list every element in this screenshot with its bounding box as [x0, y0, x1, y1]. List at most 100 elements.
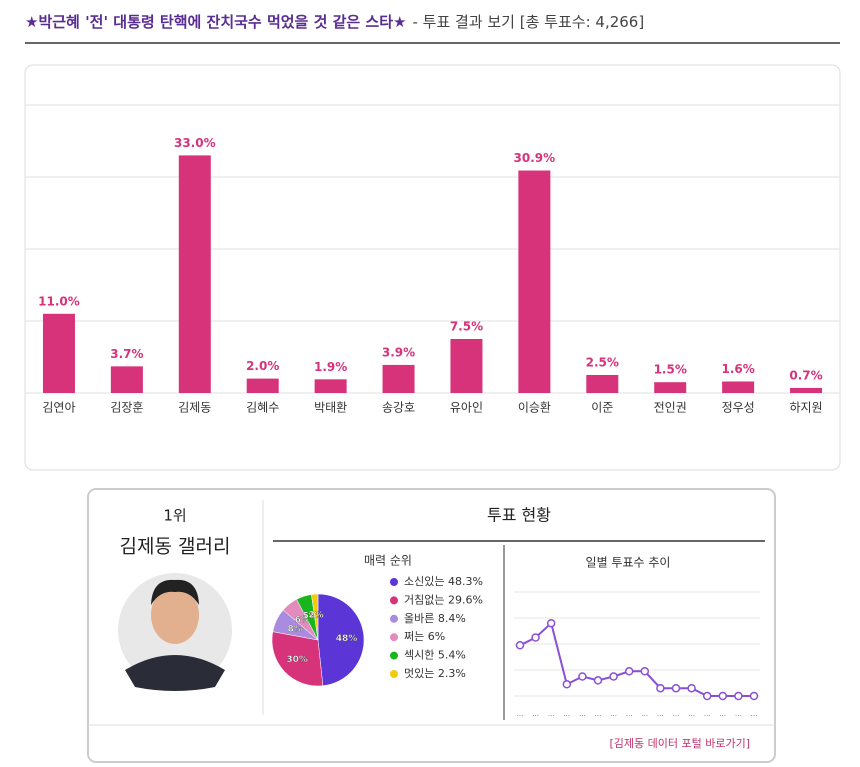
- slice-label: 2%: [309, 610, 324, 620]
- legend-label: 섹시한 5.4%: [404, 649, 466, 662]
- bar: [110, 366, 143, 393]
- value-label: 1.6%: [721, 362, 754, 376]
- slice-label: 5%: [303, 611, 318, 621]
- gallery-name[interactable]: 김제동 갤러리: [120, 536, 231, 558]
- x-tick-label: 김장훈: [110, 401, 143, 415]
- bar: [42, 313, 75, 393]
- line: [519, 621, 754, 697]
- legend-dot: [390, 633, 398, 642]
- x-tick-label: ...: [579, 710, 586, 718]
- point: [562, 680, 572, 689]
- bar: [246, 378, 279, 393]
- x-tick-label: 김연아: [42, 401, 75, 415]
- x-tick-label: ...: [517, 710, 524, 718]
- header: ★박근혜 '전' 대통령 탄핵에 잔치국수 먹었을 것 같은 스타★ - 투표 결…: [25, 13, 644, 31]
- x-tick-label: 박태환: [314, 401, 347, 415]
- x-tick-label: ...: [735, 710, 742, 718]
- value-label: 11.0%: [38, 294, 80, 308]
- x-tick-label: ...: [610, 710, 617, 718]
- slice-label: 8%: [288, 625, 303, 635]
- x-tick-label: 유아인: [450, 401, 483, 415]
- value-label: 2.5%: [586, 356, 619, 370]
- gallery-panel: [87, 488, 776, 763]
- bar: [654, 382, 687, 393]
- legend-dot: [390, 578, 398, 586]
- legend-label: 멋있는 2.3%: [404, 667, 466, 680]
- x-tick-label: ...: [657, 710, 664, 718]
- x-tick-label: ...: [563, 710, 570, 718]
- portal-link[interactable]: [김제동 데이터 포털 바로가기]: [609, 737, 750, 750]
- x-tick-label: ...: [641, 710, 648, 718]
- slice-label: 48%: [336, 634, 358, 644]
- pie-slice: [271, 631, 324, 687]
- point: [624, 667, 634, 676]
- point: [546, 618, 556, 628]
- x-tick-label: ...: [719, 710, 726, 718]
- legend-label: 쩌는 6%: [404, 630, 445, 643]
- legend-dot: [390, 596, 398, 605]
- header-subtitle: - 투표 결과 보기 [총 투표수: 4,266]: [412, 13, 644, 31]
- point: [656, 683, 665, 693]
- bar: [518, 170, 551, 393]
- x-tick-label: 이준: [591, 401, 613, 415]
- point: [734, 691, 743, 701]
- point: [593, 676, 603, 685]
- x-tick-label: ...: [688, 710, 695, 718]
- bar: [382, 364, 415, 393]
- bar: [314, 379, 347, 393]
- value-label: 3.7%: [110, 347, 143, 361]
- x-tick-label: 김제동: [178, 401, 211, 415]
- x-tick-label: 이승환: [518, 401, 551, 415]
- x-tick-label: ...: [626, 710, 633, 718]
- point: [687, 683, 696, 693]
- x-tick-label: ...: [751, 710, 758, 718]
- legend-dot: [390, 614, 398, 623]
- value-label: 1.5%: [654, 363, 687, 377]
- point: [749, 691, 759, 701]
- value-label: 3.9%: [382, 345, 415, 359]
- legend-dot: [390, 670, 398, 678]
- bar: [722, 381, 755, 393]
- value-label: 1.9%: [314, 360, 347, 374]
- rank: 1위: [163, 507, 186, 525]
- bar-panel: [24, 64, 841, 471]
- photo[interactable]: [118, 573, 232, 691]
- bar: [450, 339, 483, 393]
- legend-label: 거침없는 29.6%: [404, 593, 483, 606]
- x-tick-label: 송강호: [382, 401, 415, 415]
- slice-label: 30%: [286, 655, 308, 665]
- point: [578, 672, 587, 681]
- x-tick-label: ...: [704, 710, 711, 718]
- value-label: 2.0%: [246, 359, 279, 373]
- point: [609, 672, 618, 681]
- point: [702, 691, 712, 701]
- value-label: 0.7%: [789, 368, 822, 382]
- legend-dot: [390, 651, 398, 660]
- pie-slice: [317, 593, 365, 687]
- legend-label: 올바른 8.4%: [404, 612, 466, 625]
- pie-slice: [311, 593, 319, 641]
- value-label: 30.9%: [514, 151, 556, 165]
- x-tick-label: 김혜수: [246, 401, 279, 415]
- header-title: ★박근혜 '전' 대통령 탄핵에 잔치국수 먹었을 것 같은 스타★: [25, 13, 406, 31]
- x-tick-label: ...: [532, 710, 539, 718]
- bar: [178, 155, 211, 393]
- x-tick-label: 하지원: [789, 401, 822, 415]
- line-title: 일별 투표수 추이: [586, 556, 671, 570]
- point: [671, 683, 681, 693]
- x-tick-label: ...: [595, 710, 602, 718]
- pie-title: 매력 순위: [364, 554, 412, 568]
- bar: [790, 387, 823, 393]
- legend-label: 소신있는 48.3%: [404, 575, 483, 588]
- value-label: 7.5%: [450, 320, 483, 334]
- panel-title: 투표 현황: [487, 506, 551, 525]
- value-label: 33.0%: [174, 136, 216, 150]
- point: [718, 691, 728, 701]
- x-tick-label: 전인권: [654, 401, 687, 415]
- bar: [586, 375, 619, 393]
- x-tick-label: 정우성: [722, 401, 755, 415]
- x-tick-label: ...: [673, 710, 680, 718]
- point: [640, 667, 650, 676]
